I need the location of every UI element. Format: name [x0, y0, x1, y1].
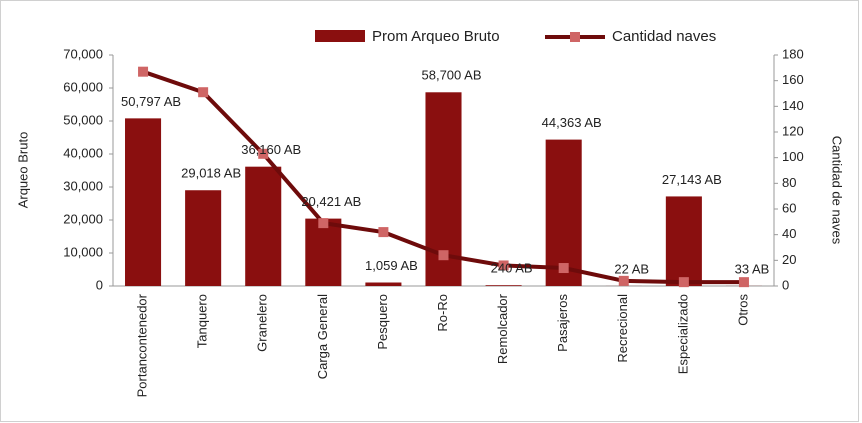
data-label: 50,797 AB	[121, 94, 181, 109]
y2-tick-label: 20	[782, 252, 796, 267]
y2-tick-label: 100	[782, 149, 804, 164]
x-tick-label: Carga General	[315, 294, 330, 379]
line-marker	[138, 66, 149, 77]
bar	[545, 139, 582, 286]
line-marker	[378, 227, 389, 238]
y-tick-label: 50,000	[63, 112, 103, 127]
line-marker	[498, 260, 509, 271]
data-label: 36,160 AB	[241, 142, 301, 157]
y-tick-label: 60,000	[63, 79, 103, 94]
x-tick-label: Granelero	[255, 294, 270, 352]
y2-tick-label: 60	[782, 200, 796, 215]
line-marker	[558, 263, 569, 274]
bar	[665, 196, 702, 286]
line-marker	[258, 148, 269, 159]
x-tick-label: Pesquero	[375, 294, 390, 350]
y-tick-label: 10,000	[63, 244, 103, 259]
y-tick-label: 30,000	[63, 178, 103, 193]
y2-tick-label: 160	[782, 72, 804, 87]
y2-tick-label: 140	[782, 98, 804, 113]
x-tick-label: Ro-Ro	[435, 294, 450, 332]
y2-tick-label: 40	[782, 226, 796, 241]
bar	[365, 282, 402, 286]
data-label: 20,421 AB	[301, 194, 361, 209]
data-label: 44,363 AB	[542, 115, 602, 130]
bar	[125, 118, 162, 286]
legend-marker	[570, 32, 580, 42]
x-tick-label: Pasajeros	[555, 294, 570, 352]
x-tick-label: Especializado	[675, 294, 690, 374]
data-label: 29,018 AB	[181, 166, 241, 181]
data-label: 22 AB	[614, 261, 649, 276]
line-marker	[438, 250, 449, 261]
bar	[305, 218, 342, 286]
data-label: 240 AB	[491, 261, 533, 276]
data-label: 27,143 AB	[662, 172, 722, 187]
bar	[245, 166, 282, 286]
line-marker	[318, 218, 329, 229]
y2-axis-label: Cantidad de naves	[830, 136, 845, 245]
line-marker	[198, 87, 209, 98]
x-tick-label: Portancontenedor	[134, 293, 149, 397]
y-tick-label: 70,000	[63, 46, 103, 61]
bar	[485, 285, 522, 286]
legend-label: Prom Arqueo Bruto	[372, 28, 500, 45]
line-marker	[678, 277, 689, 288]
bar	[185, 190, 222, 286]
y2-tick-label: 80	[782, 175, 796, 190]
legend-swatch	[315, 30, 365, 42]
data-label: 1,059 AB	[365, 258, 418, 273]
y2-tick-label: 0	[782, 277, 789, 292]
line-marker	[738, 277, 749, 288]
x-tick-label: Otros	[735, 294, 750, 326]
y2-tick-label: 120	[782, 123, 804, 138]
line-marker	[618, 275, 629, 286]
y2-tick-label: 180	[782, 46, 804, 61]
x-tick-label: Tanquero	[195, 294, 210, 348]
y-tick-label: 20,000	[63, 211, 103, 226]
data-label: 58,700 AB	[422, 68, 482, 83]
legend-label: Cantidad naves	[612, 28, 716, 45]
y-axis-label: Arqueo Bruto	[15, 132, 30, 209]
y-tick-label: 0	[96, 277, 103, 292]
x-tick-label: Remolcador	[495, 293, 510, 364]
y-tick-label: 40,000	[63, 145, 103, 160]
x-tick-label: Recrecional	[615, 294, 630, 363]
data-label: 33 AB	[735, 261, 770, 276]
